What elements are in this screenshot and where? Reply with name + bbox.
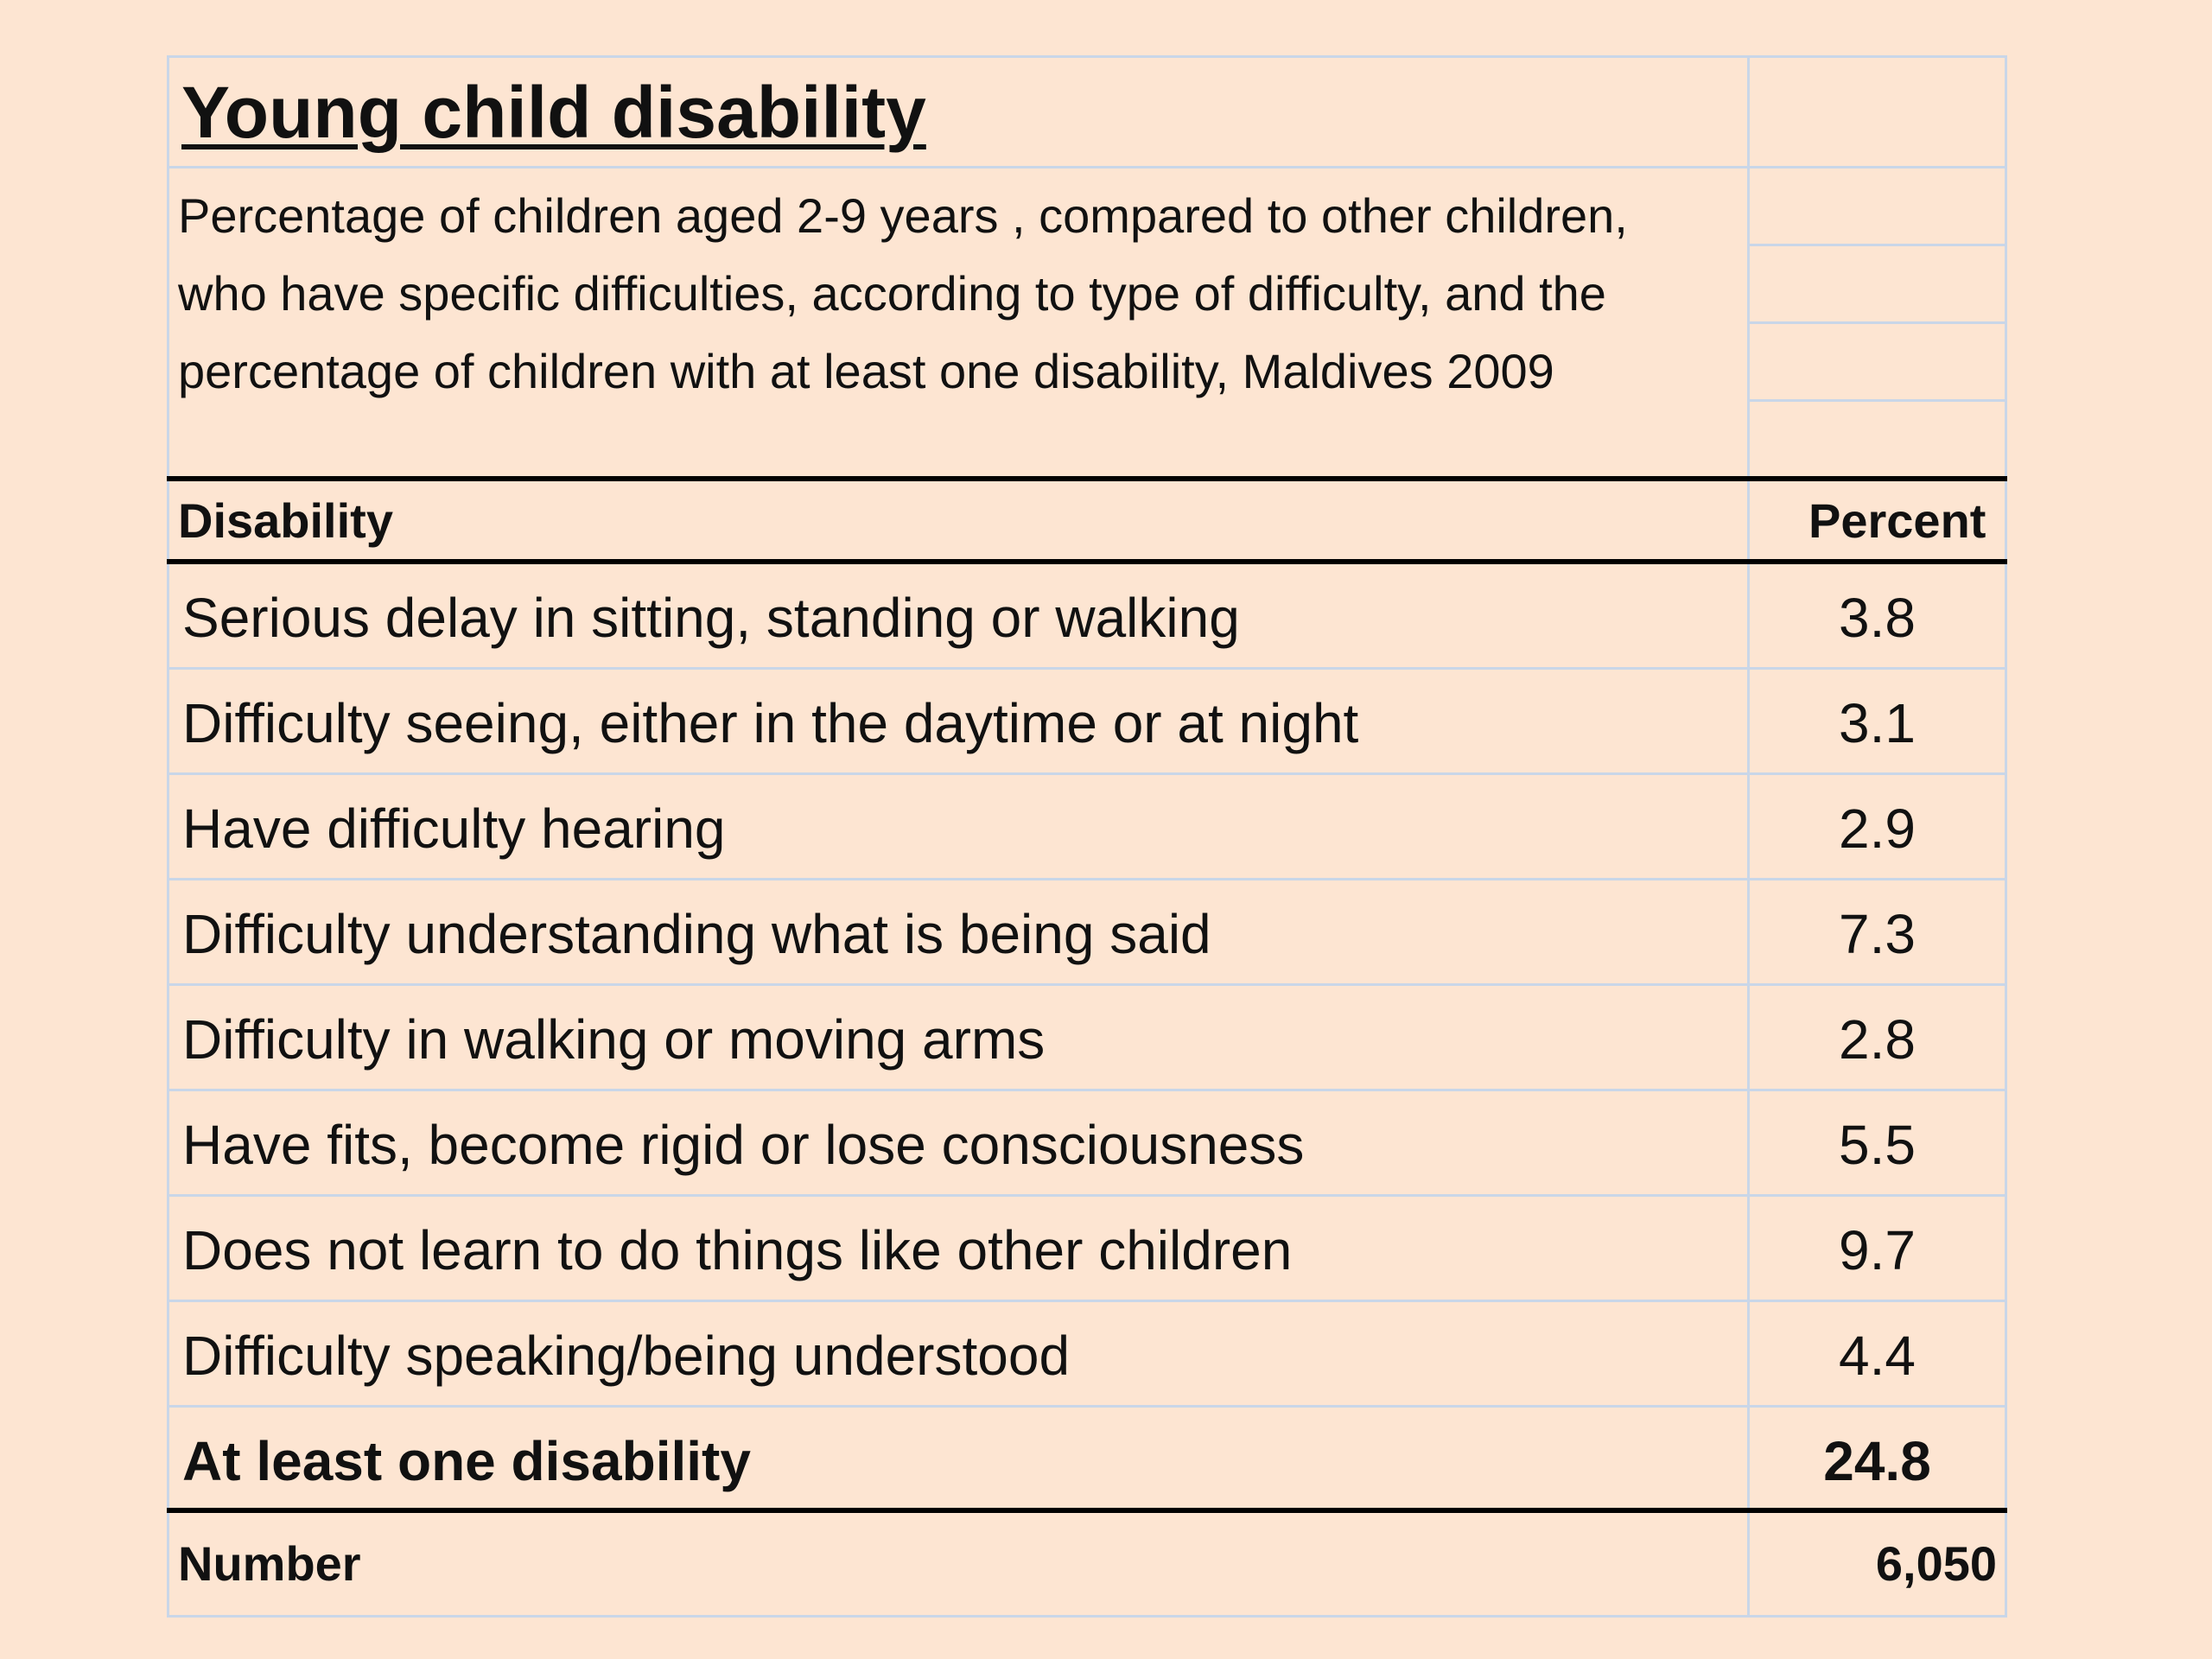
table-row: Does not learn to do things like other c… — [167, 1198, 2007, 1302]
table-row: Difficulty in walking or moving arms 2.8 — [167, 988, 2007, 1091]
header-bottom-rule — [167, 559, 2007, 564]
grid-line — [1747, 399, 2007, 402]
number-value: 6,050 — [1875, 1536, 1997, 1591]
total-label: At least one disability — [182, 1430, 751, 1492]
row-label: Difficulty speaking/being understood — [182, 1325, 1071, 1387]
row-value: 7.3 — [1839, 903, 1916, 965]
table-row: Serious delay in sitting, standing or wa… — [167, 566, 2007, 670]
row-label: Difficulty in walking or moving arms — [182, 1008, 1046, 1071]
column-header-disability: Disability — [178, 493, 393, 548]
header-top-rule — [167, 476, 2007, 481]
row-label: Difficulty understanding what is being s… — [182, 903, 1211, 965]
grid-line — [167, 1300, 2007, 1302]
row-value: 4.4 — [1839, 1325, 1916, 1387]
table-row: Have fits, become rigid or lose consciou… — [167, 1093, 2007, 1197]
row-label: Difficulty seeing, either in the daytime… — [182, 692, 1359, 754]
total-value: 24.8 — [1823, 1430, 1931, 1492]
row-label: Serious delay in sitting, standing or wa… — [182, 587, 1240, 649]
number-label: Number — [178, 1536, 361, 1591]
table-row: Difficulty understanding what is being s… — [167, 882, 2007, 986]
table-row: Difficulty seeing, either in the daytime… — [167, 671, 2007, 775]
grid-line — [167, 878, 2007, 880]
row-label: Have difficulty hearing — [182, 798, 726, 860]
column-divider — [1747, 55, 1750, 1618]
column-header-percent: Percent — [1808, 493, 1986, 548]
row-label: Have fits, become rigid or lose consciou… — [182, 1114, 1305, 1176]
row-value: 9.7 — [1839, 1219, 1916, 1281]
table-frame — [167, 55, 2007, 1618]
grid-line — [167, 772, 2007, 775]
grid-line — [167, 983, 2007, 986]
grid-line — [167, 667, 2007, 670]
row-value: 3.1 — [1839, 692, 1916, 754]
total-bottom-rule — [167, 1508, 2007, 1513]
number-row: Number 6,050 — [167, 1521, 2007, 1607]
table-row: Have difficulty hearing 2.9 — [167, 777, 2007, 880]
grid-line — [1747, 321, 2007, 324]
table-subtitle: Percentage of children aged 2-9 years , … — [178, 188, 1628, 398]
row-value: 2.8 — [1839, 1008, 1916, 1071]
table-row-total: At least one disability 24.8 — [167, 1409, 2007, 1513]
grid-line — [1747, 244, 2007, 246]
table-title: Young child disability — [181, 72, 926, 153]
grid-line — [167, 1405, 2007, 1408]
table-row: Difficulty speaking/being understood 4.4 — [167, 1304, 2007, 1408]
grid-line — [167, 166, 2007, 168]
grid-line — [167, 1194, 2007, 1197]
row-value: 3.8 — [1839, 587, 1916, 649]
row-value: 5.5 — [1839, 1114, 1916, 1176]
row-value: 2.9 — [1839, 798, 1916, 860]
grid-line — [167, 1089, 2007, 1091]
row-label: Does not learn to do things like other c… — [182, 1219, 1293, 1281]
